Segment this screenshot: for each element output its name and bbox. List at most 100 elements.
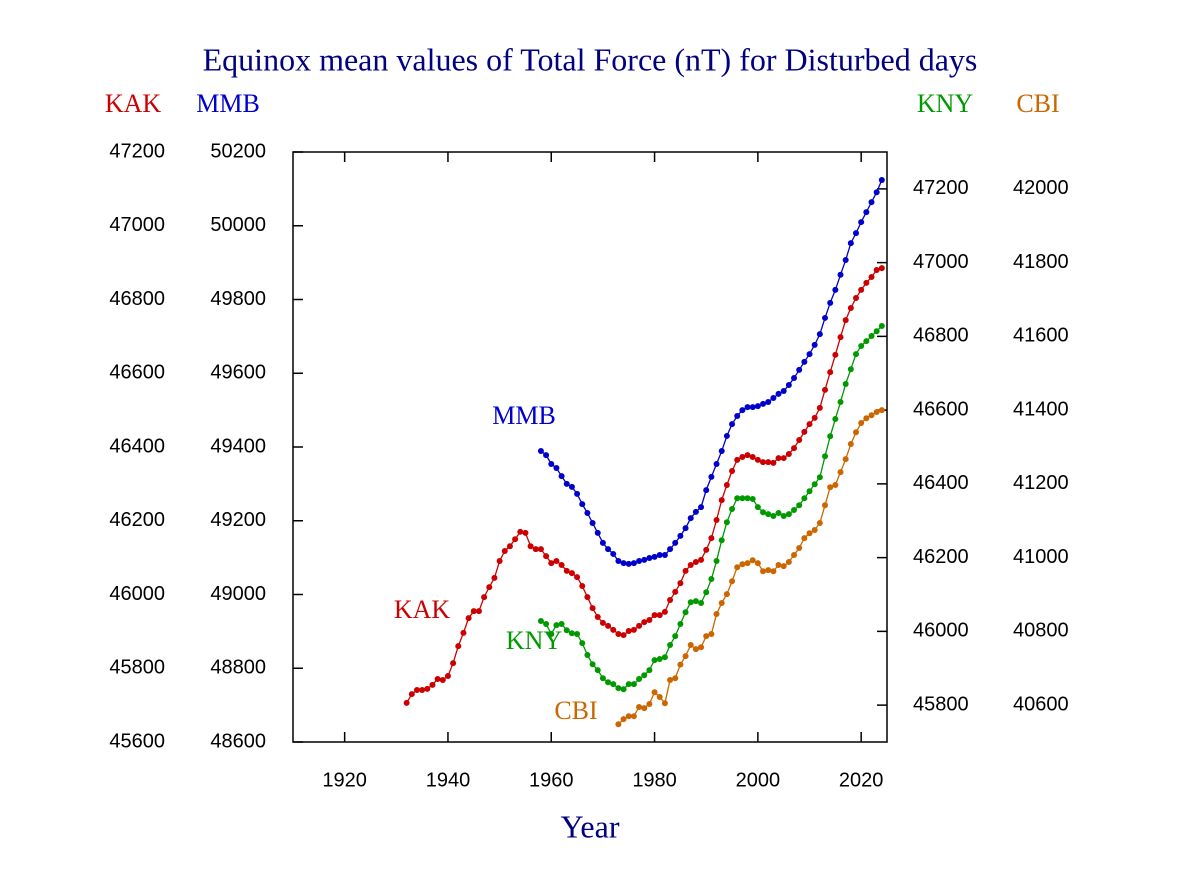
data-point [801,495,808,502]
data-point [667,642,674,649]
data-point [858,286,865,293]
data-point [780,387,787,394]
data-point [749,495,756,502]
data-point [796,436,803,443]
data-point [754,403,761,410]
data-point [796,502,803,509]
data-point [832,481,839,488]
data-point [832,415,839,422]
data-point [853,351,860,358]
axis-header: KNY [917,89,974,118]
data-point [698,504,705,511]
data-point [749,557,756,564]
data-point [599,539,606,546]
data-point [661,552,668,559]
data-point [605,679,612,686]
y-tick-label: 47200 [913,177,969,199]
data-point [816,474,823,481]
data-point [615,630,622,637]
data-point [775,510,782,517]
series-label: KNY [506,626,563,655]
data-point [837,271,844,278]
data-point [620,716,627,723]
data-point [594,613,601,620]
data-point [419,687,426,694]
y-tick-label: 50000 [210,214,266,236]
y-tick-label: 49000 [210,583,266,605]
data-point [496,557,503,564]
data-point [811,481,818,488]
data-point [677,661,684,668]
data-point [723,432,730,439]
data-point [455,643,462,650]
y-tick-label: 50200 [210,140,266,162]
data-point [858,420,865,427]
data-point [486,584,493,591]
data-point [744,452,751,459]
data-point [760,400,767,407]
data-point [858,219,865,226]
data-point [713,460,720,467]
data-point [847,441,854,448]
series-label: MMB [492,401,556,430]
data-point [589,661,596,668]
data-point [723,519,730,526]
x-tick-label: 2020 [839,769,884,791]
data-point [630,713,637,720]
data-point [574,490,581,497]
data-point [708,473,715,480]
data-point [801,428,808,435]
data-point [775,455,782,462]
y-tick-label: 40600 [1013,693,1069,715]
data-point [713,557,720,564]
data-point [749,453,756,460]
data-point [723,591,730,598]
data-point [739,561,746,568]
data-point [863,209,870,216]
data-point [651,689,658,696]
data-point [682,525,689,532]
data-point [579,640,586,647]
data-point [873,267,880,273]
data-point [672,633,679,640]
data-point [723,481,730,488]
data-point [687,515,694,522]
y-tick-label: 46400 [109,435,165,457]
data-point [558,562,565,568]
data-point [615,557,622,564]
data-point [553,622,560,629]
data-point [796,545,803,552]
data-point [558,621,565,627]
data-point [537,618,544,625]
data-point [754,504,761,511]
data-point [641,556,648,563]
data-point [791,507,798,514]
data-point [878,177,885,184]
data-point [543,621,550,627]
y-tick-label: 48800 [210,657,266,679]
data-point [667,546,674,553]
data-point [827,433,834,440]
data-point [465,615,472,622]
data-point [739,407,746,414]
x-axis-label: Year [561,808,620,844]
data-point [543,553,550,560]
data-point [475,608,482,615]
data-point [734,564,741,571]
data-point [718,497,725,504]
data-point [548,460,555,467]
data-point [837,469,844,476]
data-point [816,331,823,338]
data-point [687,562,694,568]
data-point [853,429,860,436]
data-point [656,612,663,619]
data-point [537,448,544,455]
data-point [827,299,834,306]
data-point [796,366,803,373]
y-tick-label: 49800 [210,288,266,310]
data-point [692,646,699,653]
data-point [816,404,823,411]
data-point [729,505,736,512]
data-point [873,328,880,335]
data-point [543,452,550,459]
